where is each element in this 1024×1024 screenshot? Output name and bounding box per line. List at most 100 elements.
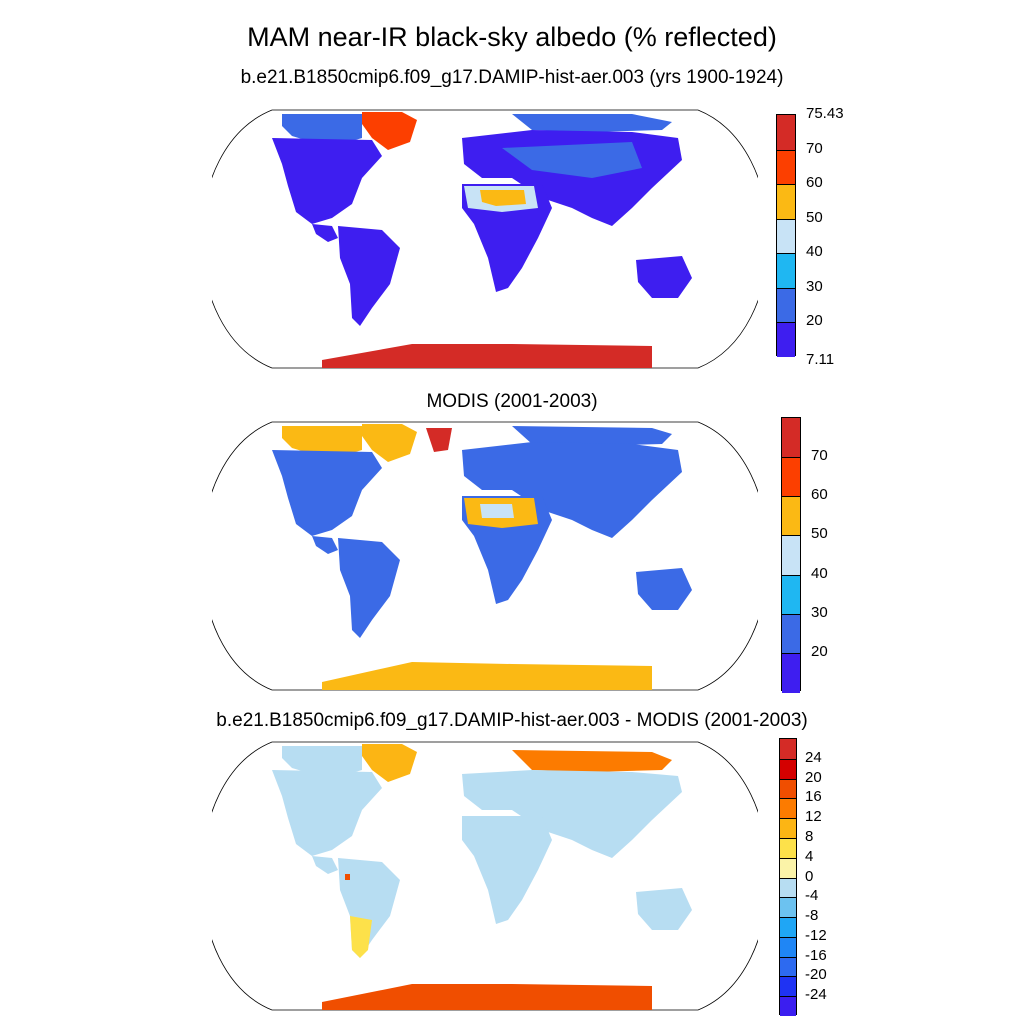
colorbar-label: 30 [811,603,828,621]
panel-1-colorbar-box [776,114,796,358]
siberia-north [512,426,672,446]
colorbar-separator [780,917,796,919]
colorbar-segment [780,739,796,759]
colorbar-label: 75.43 [806,105,844,122]
colorbar-separator [780,877,796,879]
colorbar-separator [780,976,796,978]
panel-2-colorbar-box [781,417,801,693]
greenland [362,112,417,150]
colorbar-label: -16 [805,946,827,964]
north-america [272,450,382,536]
colorbar-segment [780,877,796,898]
colorbar-segment [782,457,800,498]
colorbar-separator [777,253,795,255]
colorbar-segment [777,322,795,358]
africa [462,816,552,924]
colorbar-segment [777,218,795,254]
colorbar-label: 40 [806,243,823,261]
colorbar-segment [777,287,795,323]
colorbar-label: 20 [806,312,823,330]
colorbar-segment [780,857,796,878]
australia [636,888,692,930]
colorbar-label: 30 [806,277,823,295]
colorbar-separator [780,778,796,780]
colorbar-label: 70 [806,139,823,157]
colorbar-label: -12 [805,926,827,944]
colorbar-segment [780,818,796,839]
colorbar-label: 50 [811,525,828,543]
colorbar-label: 7.11 [806,351,835,368]
colorbar-separator [780,837,796,839]
panel-3-subtitle: b.e21.B1850cmip6.f09_g17.DAMIP-hist-aer.… [216,710,808,731]
arctic-canada [282,426,362,456]
colorbar-separator [777,322,795,324]
colorbar-segment [782,496,800,537]
colorbar-label: 8 [805,827,814,845]
colorbar-separator [782,613,800,615]
island-anomaly [345,874,350,880]
sahara-high [480,190,526,206]
colorbar-label: 20 [805,768,822,786]
colorbar-separator [780,798,796,800]
australia [636,256,692,298]
greenland [362,744,417,782]
colorbar-separator [782,457,800,459]
antarctica [322,662,652,690]
colorbar-separator [780,857,796,859]
colorbar-separator [782,652,800,654]
eurasia [462,770,682,858]
greenland-high [426,428,452,452]
colorbar-segment [777,184,795,220]
siberia-north [512,750,672,772]
colorbar-segment [777,115,795,150]
colorbar-segment [780,917,796,938]
colorbar-separator [780,936,796,938]
colorbar-label: 60 [806,174,823,192]
colorbar-label: 0 [805,867,814,885]
north-america [272,138,382,224]
antarctica [322,344,652,368]
eurasia [462,442,682,538]
arctic-canada [282,114,362,144]
central-america [312,536,338,554]
colorbar-label: 60 [811,486,828,504]
colorbar-separator [780,897,796,899]
eurasia-mid [502,142,642,178]
colorbar-separator [780,818,796,820]
panel-2-subtitle: MODIS (2001-2003) [426,391,598,412]
central-america [312,224,338,242]
colorbar-segment [780,778,796,799]
colorbar-label: 40 [811,564,828,582]
colorbar-segment [777,253,795,289]
colorbar-segment [780,976,796,997]
colorbar-label: -8 [805,907,819,925]
antarctica [322,984,652,1010]
colorbar-label: 24 [805,748,822,766]
colorbar-separator [782,496,800,498]
siberia-north [512,114,672,132]
greenland [362,424,417,462]
colorbar-separator [780,996,796,998]
colorbar-label: -4 [805,887,819,905]
colorbar-label: 4 [805,847,814,865]
colorbar-segment [780,956,796,977]
panel-1-subtitle: b.e21.B1850cmip6.f09_g17.DAMIP-hist-aer.… [240,67,784,88]
australia [636,568,692,610]
colorbar-segment [780,798,796,819]
colorbar-label: 50 [806,208,823,226]
patagonia [350,916,372,958]
colorbar-separator [782,535,800,537]
colorbar-segment [780,837,796,858]
colorbar-segment [780,936,796,957]
colorbar-segment [782,418,800,458]
south-america [338,538,400,638]
colorbar-separator [780,956,796,958]
colorbar-label: -20 [805,966,827,984]
panel-1-map [212,109,758,369]
colorbar-label: 12 [805,808,822,826]
sahara-light [480,504,514,518]
colorbar-separator [777,184,795,186]
figure-title: MAM near-IR black-sky albedo (% reflecte… [247,22,777,52]
colorbar-label: 70 [811,447,828,465]
colorbar-separator [777,149,795,151]
